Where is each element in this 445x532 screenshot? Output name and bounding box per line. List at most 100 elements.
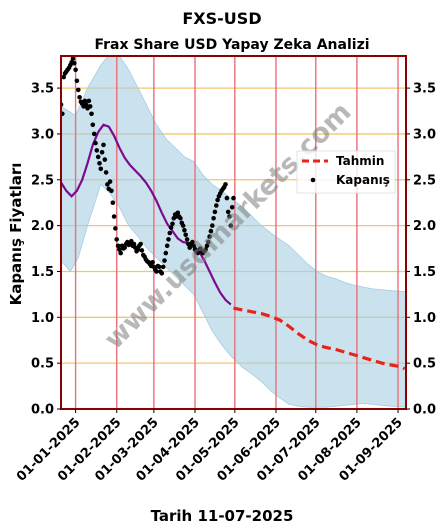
close-point-31 (99, 150, 105, 155)
close-point-40 (111, 214, 117, 219)
close-point-79 (163, 250, 169, 256)
x-axis-label: Tarih 11-07-2025 (151, 507, 294, 525)
close-point-78 (162, 258, 167, 263)
y-tick-label-left-2: 1.0 (31, 311, 54, 326)
close-point-9 (70, 56, 76, 62)
legend-forecast-label: Tahmin (336, 154, 384, 168)
y-tick-label-left-3: 1.5 (31, 265, 54, 280)
close-point-28 (95, 154, 101, 160)
plot-area: 0.0 0.0 0.5 0.5 1.0 1.0 1.5 1.5 2.0 2.0 2.5 2.5 3.0 3… (14, 55, 436, 485)
y-tick-label-right-4: 2.0 (413, 219, 436, 234)
close-point-116 (212, 209, 218, 215)
close-point-2 (61, 74, 66, 80)
close-point-39 (110, 200, 116, 205)
close-point-58 (135, 247, 141, 252)
close-point-34 (103, 170, 109, 175)
smoothed-line (60, 123, 232, 306)
close-point-82 (167, 230, 173, 236)
close-point-72 (154, 269, 159, 274)
close-point-88 (175, 210, 181, 216)
close-point-45 (118, 250, 123, 256)
y-tick-label-right-3: 1.5 (413, 265, 436, 280)
y-tick-label-left-1: 0.5 (31, 357, 54, 372)
close-point-10 (72, 61, 77, 66)
y-tick-label-left-4: 2.0 (31, 219, 54, 234)
close-point-83 (168, 225, 174, 230)
close-point-126 (225, 209, 231, 215)
close-point-90 (178, 216, 183, 221)
legend-box (296, 150, 396, 194)
close-point-129 (229, 205, 235, 210)
close-point-23 (89, 111, 94, 117)
close-point-99 (190, 239, 195, 245)
y-tick-label-right-5: 2.5 (413, 173, 436, 188)
close-point-22 (87, 104, 93, 109)
close-point-118 (215, 197, 220, 203)
y-axis-label: Kapanış Fiyatları (7, 163, 25, 306)
close-point-44 (117, 247, 122, 252)
close-point-11 (73, 67, 78, 73)
close-point-80 (164, 243, 170, 249)
close-point-127 (227, 214, 232, 219)
close-point-14 (77, 95, 82, 100)
close-point-26 (93, 140, 98, 146)
close-point-128 (228, 223, 234, 228)
close-point-100 (191, 243, 196, 249)
close-point-125 (224, 195, 230, 201)
close-point-21 (86, 98, 92, 104)
close-point-69 (150, 260, 155, 265)
close-point-130 (231, 195, 236, 201)
y-tick-label-left-6: 3.0 (31, 127, 54, 142)
y-tick-label-right-2: 1.0 (413, 311, 436, 326)
close-point-18 (82, 98, 88, 104)
close-point-19 (83, 102, 89, 107)
close-point-109 (203, 247, 208, 252)
close-point-94 (183, 232, 188, 238)
close-point-81 (166, 237, 171, 242)
y-tick-label-right-1: 0.5 (413, 357, 436, 372)
close-point-84 (170, 221, 175, 227)
close-point-48 (122, 245, 127, 250)
close-point-29 (97, 161, 102, 166)
close-point-124 (223, 182, 228, 187)
close-point-38 (109, 188, 114, 194)
close-point-97 (187, 245, 192, 250)
close-point-113 (208, 228, 214, 234)
close-point-112 (207, 234, 212, 239)
y-tick-label-right-6: 3.0 (413, 127, 436, 142)
close-point-115 (211, 216, 216, 221)
y-tick-label-right-7: 3.5 (413, 82, 436, 97)
close-point-41 (113, 226, 118, 231)
close-point-55 (131, 241, 137, 247)
close-point-111 (206, 239, 211, 245)
close-point-60 (138, 241, 143, 247)
close-point-33 (102, 157, 108, 162)
close-point-117 (214, 203, 219, 208)
close-point-114 (210, 223, 215, 228)
close-point-77 (160, 264, 166, 270)
forecast-line (233, 306, 406, 371)
y-tick-label-left-0: 0.0 (31, 403, 54, 418)
close-point-13 (76, 87, 81, 93)
close-point-61 (139, 248, 145, 253)
close-point-42 (114, 237, 119, 242)
close-point-27 (94, 148, 100, 153)
close-point-12 (74, 78, 80, 84)
chart-subtitle: Frax Share USD Yapay Zeka Analizi (94, 37, 369, 53)
legend: Tahmin Kapanış (296, 150, 396, 194)
legend-close-swatch (310, 177, 316, 183)
close-point-25 (91, 131, 97, 137)
close-point-37 (107, 179, 113, 184)
close-point-74 (156, 264, 162, 270)
close-point-93 (182, 227, 187, 233)
legend-close-label: Kapanış (336, 173, 390, 187)
plot-frame (60, 55, 407, 410)
close-point-95 (184, 237, 190, 242)
close-point-43 (115, 243, 121, 249)
close-point-32 (101, 142, 106, 148)
chart-title: FXS-USD (182, 9, 261, 28)
y-tick-label-right-0: 0.0 (413, 403, 436, 418)
y-tick-label-left-7: 3.5 (31, 82, 54, 97)
close-point-30 (98, 166, 104, 172)
close-point-110 (204, 243, 210, 249)
